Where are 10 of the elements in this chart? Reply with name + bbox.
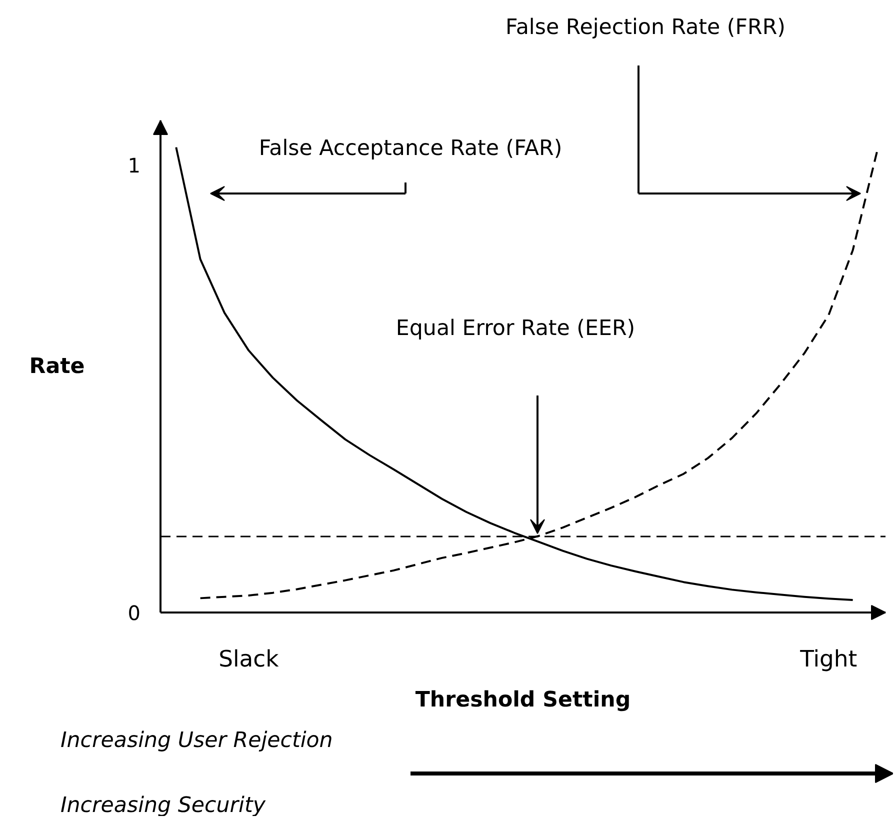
annotation: False Acceptance Rate (FAR)	[258, 136, 562, 161]
x-axis-title: Threshold Setting	[415, 688, 631, 712]
x-tick-label: Tight	[799, 646, 858, 672]
y-tick-label: 0	[128, 601, 141, 625]
text: Increasing User Rejection	[60, 728, 333, 753]
x-tick-label: Slack	[218, 646, 280, 672]
text: False Rejection Rate (FRR)	[506, 15, 786, 40]
y-tick-label: 1	[128, 154, 141, 178]
annotation: Equal Error Rate (EER)	[396, 316, 636, 341]
y-axis-title: Rate	[29, 354, 85, 379]
